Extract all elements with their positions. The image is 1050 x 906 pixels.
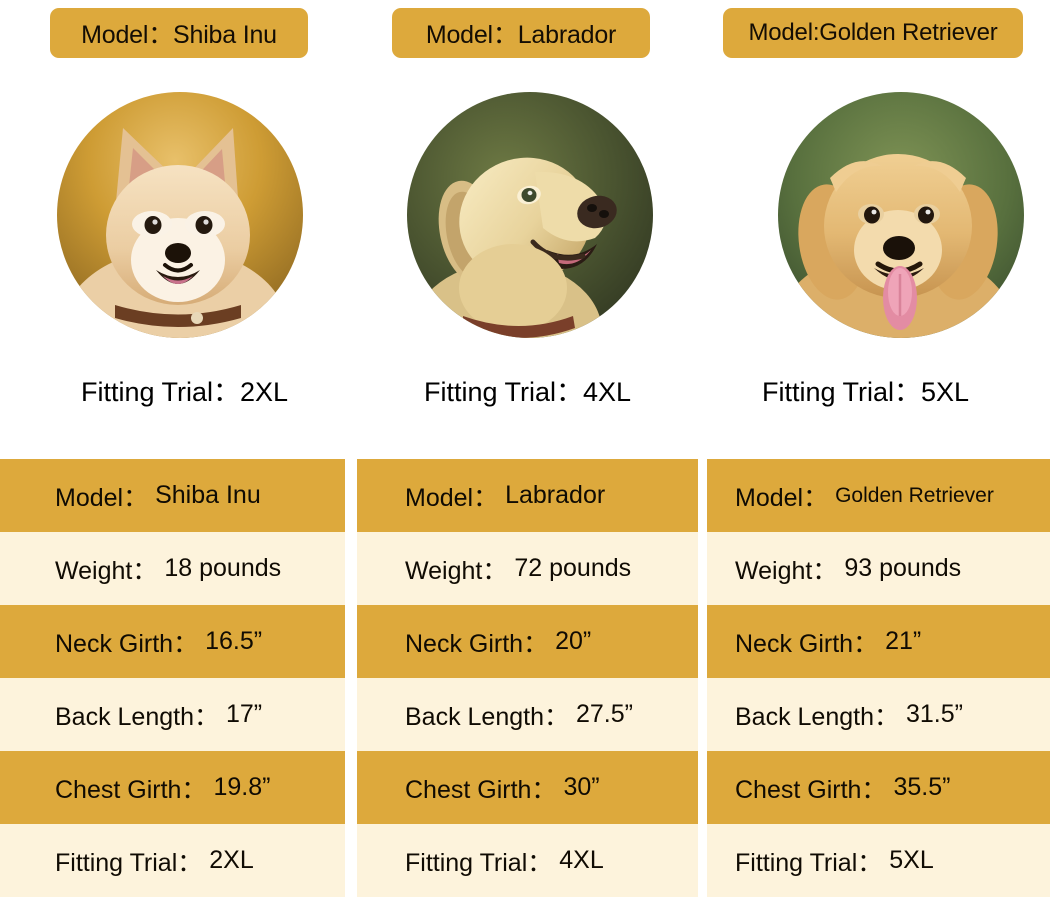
spec-value: 17”: [226, 700, 263, 728]
spec-row: Neck Girth： 21”: [707, 605, 1050, 678]
dog-photo-labrador: [407, 92, 653, 338]
spec-label: Back Length：: [55, 702, 219, 731]
spec-label: Back Length：: [405, 702, 569, 731]
dog-photo-golden-retriever: [778, 92, 1024, 338]
spec-value: Golden Retriever: [835, 483, 994, 507]
spec-value: 16.5”: [205, 627, 263, 655]
spec-row: Model： Golden Retriever: [707, 459, 1050, 532]
fitting-trial-caption-row: Fitting Trial：2XL Fitting Trial：4XL Fitt…: [0, 370, 1050, 414]
spec-label: Model：: [55, 483, 149, 512]
spec-row: Model： Shiba Inu: [0, 459, 345, 532]
spec-label: Fitting Trial：: [405, 848, 553, 877]
spec-value: 19.8”: [213, 773, 271, 801]
spec-value: Shiba Inu: [155, 481, 261, 509]
model-badge-row: Model：Shiba Inu Model：Labrador Model:Gol…: [0, 8, 1050, 60]
dog-photo-shiba-inu: [57, 92, 303, 338]
spec-label: Neck Girth：: [55, 629, 199, 658]
spec-tables: Model： Shiba Inu Weight： 18 pounds Neck Girt…: [0, 459, 1050, 899]
spec-row: Chest Girth： 19.8”: [0, 751, 345, 824]
spec-value: 4XL: [559, 846, 604, 874]
spec-label: Back Length：: [735, 702, 899, 731]
spec-label: Model：: [405, 483, 499, 512]
spec-row: Weight： 72 pounds: [357, 532, 698, 605]
spec-row: Back Length： 31.5”: [707, 678, 1050, 751]
spec-label: Fitting Trial：: [55, 848, 203, 877]
spec-value: 35.5”: [893, 773, 951, 801]
spec-value: 18 pounds: [164, 554, 282, 582]
spec-label: Fitting Trial：: [735, 848, 883, 877]
spec-value: 72 pounds: [514, 554, 632, 582]
spec-value: 20”: [555, 627, 592, 655]
model-badge-golden-retriever: Model:Golden Retriever: [723, 8, 1023, 58]
fitting-trial-caption: Fitting Trial：2XL: [81, 377, 289, 407]
spec-label: Neck Girth：: [405, 629, 549, 658]
spec-row: Model： Labrador: [357, 459, 698, 532]
spec-label: Model：: [735, 483, 829, 512]
spec-row: Weight： 18 pounds: [0, 532, 345, 605]
model-badge-labrador: Model：Labrador: [392, 8, 650, 58]
spec-value: 93 pounds: [844, 554, 962, 582]
spec-row: Fitting Trial： 5XL: [707, 824, 1050, 897]
spec-table-labrador: Model： Labrador Weight： 72 pounds Neck Girth…: [357, 459, 698, 897]
dog-photo-row: [0, 92, 1050, 342]
spec-row: Back Length： 27.5”: [357, 678, 698, 751]
spec-label: Chest Girth：: [735, 775, 887, 804]
spec-value: 30”: [563, 773, 600, 801]
model-badge-label: Model：Shiba Inu: [81, 21, 277, 49]
spec-table-shiba-inu: Model： Shiba Inu Weight： 18 pounds Neck Girt…: [0, 459, 345, 897]
spec-label: Weight：: [55, 556, 158, 585]
spec-label: Weight：: [405, 556, 508, 585]
fitting-trial-caption: Fitting Trial：5XL: [762, 377, 970, 407]
fitting-trial-caption: Fitting Trial：4XL: [424, 377, 632, 407]
spec-value: 21”: [885, 627, 922, 655]
spec-row: Fitting Trial： 4XL: [357, 824, 698, 897]
spec-row: Neck Girth： 16.5”: [0, 605, 345, 678]
spec-value: 27.5”: [576, 700, 633, 728]
spec-table-golden-retriever: Model： Golden Retriever Weight： 93 pounds Ne…: [707, 459, 1050, 897]
spec-row: Chest Girth： 35.5”: [707, 751, 1050, 824]
spec-value: 5XL: [889, 846, 934, 874]
spec-value: 2XL: [209, 846, 254, 874]
spec-label: Chest Girth：: [55, 775, 207, 804]
spec-row: Back Length： 17”: [0, 678, 345, 751]
spec-value: Labrador: [505, 481, 606, 509]
spec-row: Neck Girth： 20”: [357, 605, 698, 678]
model-badge-shiba-inu: Model：Shiba Inu: [50, 8, 308, 58]
model-badge-label: Model：Labrador: [425, 21, 617, 49]
model-badge-label: Model:Golden Retriever: [748, 19, 998, 46]
spec-label: Neck Girth：: [735, 629, 879, 658]
spec-row: Weight： 93 pounds: [707, 532, 1050, 605]
spec-row: Fitting Trial： 2XL: [0, 824, 345, 897]
spec-label: Weight：: [735, 556, 838, 585]
spec-row: Chest Girth： 30”: [357, 751, 698, 824]
spec-value: 31.5”: [906, 700, 963, 728]
spec-label: Chest Girth：: [405, 775, 557, 804]
